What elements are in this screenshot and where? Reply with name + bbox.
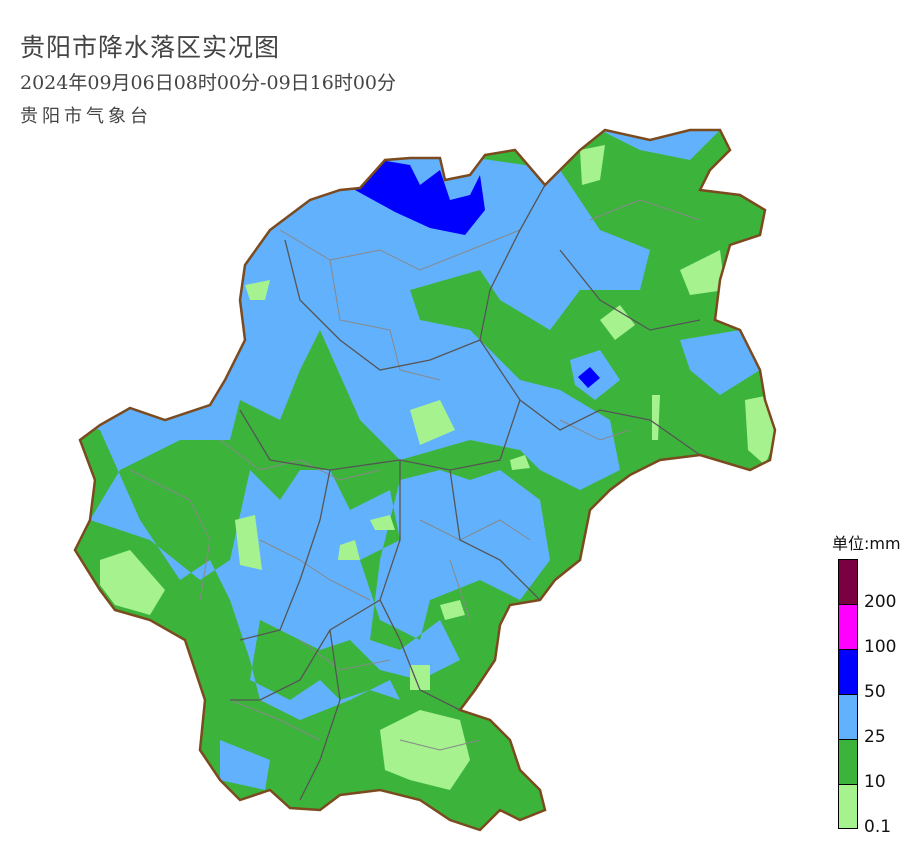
legend-swatch: [838, 559, 858, 604]
legend-swatch: [838, 649, 858, 694]
legend-label: 200: [864, 592, 897, 612]
legend-label: 25: [864, 727, 886, 747]
county-boundaries: [129, 199, 701, 751]
legend-swatch: [838, 739, 858, 784]
legend-swatch: [838, 604, 858, 649]
legend-label: 10: [864, 772, 886, 792]
legend-unit: 单位:mm: [832, 534, 901, 553]
issuing-organization: 贵阳市气象台: [20, 106, 152, 127]
legend-label: 0.1: [864, 817, 892, 837]
district-boundaries: [230, 184, 701, 801]
legend-label: 50: [864, 682, 886, 702]
legend-swatch: [838, 784, 858, 829]
rain-50-100-area: [355, 160, 600, 388]
map-title: 贵阳市降水落区实况图: [20, 33, 281, 62]
legend-swatch: [838, 694, 858, 739]
legend-label: 100: [864, 637, 897, 657]
time-range: 2024年09月06日08时00分-09日16时00分: [20, 72, 397, 94]
legend-color-bar: [838, 559, 858, 829]
